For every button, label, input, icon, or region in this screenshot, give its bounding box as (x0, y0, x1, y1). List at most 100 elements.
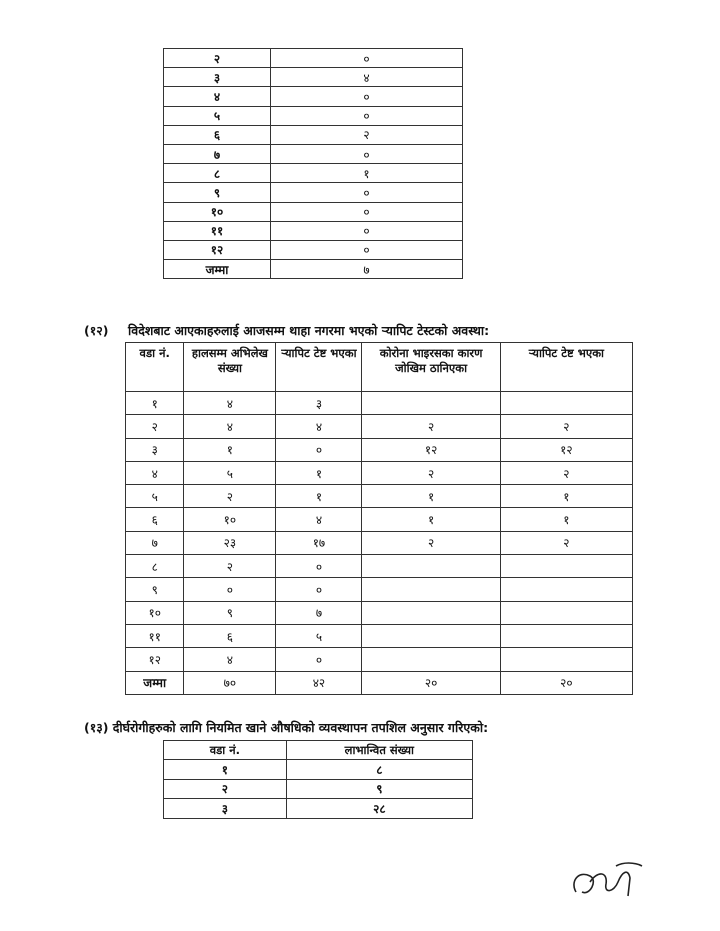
table-cell: १२ (499, 437, 634, 462)
table-cell: ५ (275, 623, 363, 649)
table-cell: ४ (183, 390, 277, 416)
table-cell: ६ (124, 507, 185, 532)
table-cell: ३ (163, 798, 287, 819)
table-row: ७ २३ १७ २ २ (124, 530, 634, 556)
table-row: १० ९ ७ (124, 600, 634, 625)
table-cell: १ (124, 390, 185, 416)
table-cell: २ (361, 530, 501, 556)
table-cell: ९ (183, 600, 277, 625)
table-cell: १ (499, 507, 634, 532)
table-cell: ८ (124, 554, 185, 579)
table-cell (361, 577, 501, 602)
table-cell: १ (183, 437, 277, 462)
column-header: र्‍यापिट टेष्ट भएका (499, 342, 634, 392)
table-cell: २ (361, 460, 501, 486)
table-cell: १ (275, 460, 363, 486)
table-cell: २ (163, 778, 287, 799)
value-cell: ७ (270, 259, 463, 280)
table-cell: २ (124, 414, 185, 439)
ward-summary-table: २ ० ३ ४ ४ ० ५ ० ६ २ ७ ० ८ १ ९ ० १० ० ११ ० १२ ० जम्मा ७ (163, 47, 463, 280)
table-cell: ७ (275, 600, 363, 625)
ward-cell: १० (163, 201, 271, 222)
table-cell: ५ (124, 484, 185, 509)
table-cell: २३ (183, 530, 277, 556)
table-cell: ६ (183, 623, 277, 649)
table-cell: ९ (124, 577, 185, 602)
table-cell (499, 554, 634, 579)
table-row: १२ ० (163, 239, 463, 261)
section-12-heading: (१२) विदेशबाट आएकाहरुलाई आजसम्म थाहा नगरम… (84, 322, 489, 339)
ward-cell: ११ (163, 220, 271, 241)
table-row: जम्मा ७ (163, 259, 463, 280)
chronic-medicine-table: वडा नं. लाभान्वित संख्या १ ८ २ ९ ३ २८ (163, 740, 474, 819)
table-cell: १ (361, 484, 501, 509)
table-cell: १० (124, 600, 185, 625)
ward-cell: ६ (163, 124, 271, 145)
table-row: ६ १० ४ १ १ (124, 507, 634, 532)
column-header: वडा नं. (124, 342, 185, 392)
table-cell: ८ (285, 759, 474, 780)
column-header: लाभान्वित संख्या (285, 740, 474, 760)
value-cell: ० (270, 47, 463, 69)
ward-cell: ५ (163, 105, 271, 126)
value-cell: ४ (270, 67, 463, 88)
value-cell: ० (270, 220, 463, 241)
table-cell: ४ (183, 414, 277, 439)
column-header: कोरोना भाइरसका कारण जोखिम ठानिएका (361, 342, 501, 392)
table-cell: ११ (124, 623, 185, 649)
value-cell: २ (270, 124, 463, 145)
table-cell: २ (183, 554, 277, 579)
table-cell: २ (361, 414, 501, 439)
table-cell: २ (499, 460, 634, 486)
table-cell: ७० (183, 670, 277, 695)
table-cell: ३ (124, 437, 185, 462)
table-cell: २ (183, 484, 277, 509)
table-cell (499, 600, 634, 625)
table-cell: १२ (124, 647, 185, 672)
table-cell (361, 600, 501, 625)
table-cell (361, 390, 501, 416)
column-header: हालसम्म अभिलेख संख्या (183, 342, 277, 392)
table-cell: ४२ (275, 670, 363, 695)
table-row: ३ १ ० १२ १२ (124, 437, 634, 462)
ward-cell: ४ (163, 86, 271, 107)
ward-cell: ९ (163, 182, 271, 203)
table-cell: जम्मा (124, 670, 185, 695)
table-row: १२ ४ ० (124, 647, 634, 672)
table-cell: ७ (124, 530, 185, 556)
column-header: र्‍यापिट टेष्ट भएका (275, 342, 363, 392)
table-cell: ० (275, 437, 363, 462)
table-cell: ४ (275, 507, 363, 532)
table-cell: १ (361, 507, 501, 532)
value-cell: ० (270, 143, 463, 165)
table-row: ११ ० (163, 220, 463, 241)
table-cell: ० (275, 647, 363, 672)
table-cell: १ (163, 759, 287, 780)
ward-cell: १२ (163, 239, 271, 261)
signature (573, 862, 643, 897)
section-12-number: (१२) (84, 323, 109, 338)
table-cell (361, 554, 501, 579)
value-cell: ० (270, 182, 463, 203)
table-cell (499, 647, 634, 672)
table-row: १० ० (163, 201, 463, 222)
table-cell: ४ (275, 414, 363, 439)
table-cell: ४ (183, 647, 277, 672)
table-cell: २ (499, 530, 634, 556)
table-cell: २ (499, 414, 634, 439)
section-12-title: विदेशबाट आएकाहरुलाई आजसम्म थाहा नगरमा भए… (128, 323, 490, 338)
ward-cell: ३ (163, 67, 271, 88)
value-cell: ० (270, 201, 463, 222)
